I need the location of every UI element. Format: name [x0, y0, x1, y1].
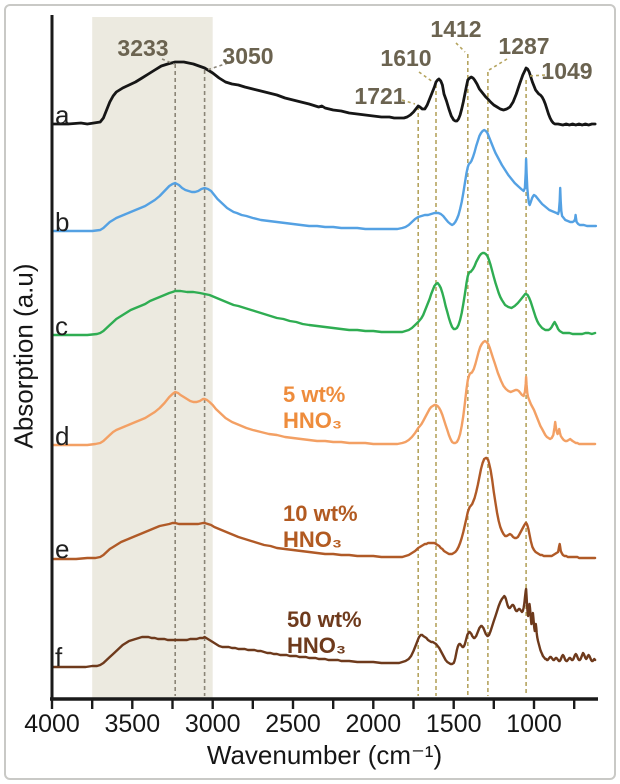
- acid-label-2: 50 wt% HNO₃: [287, 607, 362, 658]
- peak-label-3233: 3233: [117, 35, 168, 61]
- spectrum-c: [50, 251, 597, 337]
- series-label-a: a: [55, 100, 70, 130]
- peak-label-1049: 1049: [541, 58, 592, 84]
- peak-label-1721: 1721: [354, 83, 405, 109]
- x-tick-label-1000: 1000: [506, 710, 562, 738]
- acid-label-0: 5 wt% HNO₃: [283, 382, 345, 433]
- series-label-d: d: [55, 421, 69, 451]
- series-label-f: f: [55, 642, 63, 672]
- peak-label-1412: 1412: [430, 16, 481, 42]
- leader-1287: [488, 58, 508, 71]
- x-tick-label-2500: 2500: [265, 710, 321, 738]
- peak-label-1287: 1287: [498, 33, 549, 59]
- x-tick-label-2000: 2000: [345, 710, 401, 738]
- spectrum-f: [50, 587, 597, 669]
- leader-3233: [161, 58, 175, 65]
- leader-1049: [529, 74, 546, 77]
- peak-label-1610: 1610: [380, 45, 431, 71]
- acid-label-1: 10 wt% HNO₃: [283, 501, 358, 552]
- series-label-b: b: [55, 207, 69, 237]
- y-axis-title: Absorption (a.u): [8, 263, 39, 449]
- x-tick-label-3500: 3500: [104, 710, 160, 738]
- spectrum-a: [50, 60, 597, 127]
- x-tick-label-1500: 1500: [426, 710, 482, 738]
- leader-3050: [206, 62, 229, 71]
- leader-1610: [418, 71, 434, 83]
- series-label-c: c: [55, 311, 68, 341]
- series-label-e: e: [55, 534, 69, 564]
- x-axis-title: Wavenumber (cm⁻¹): [206, 740, 443, 770]
- x-tick-label-4000: 4000: [24, 710, 80, 738]
- spectrum-d: [50, 339, 597, 447]
- peak-label-3050: 3050: [222, 43, 273, 69]
- spectrum-b: [50, 128, 598, 233]
- leader-1721: [401, 99, 416, 105]
- leader-1412: [455, 42, 466, 53]
- highlight-band: [92, 17, 213, 698]
- x-tick-label-3000: 3000: [185, 710, 241, 738]
- spectrum-e: [50, 456, 597, 561]
